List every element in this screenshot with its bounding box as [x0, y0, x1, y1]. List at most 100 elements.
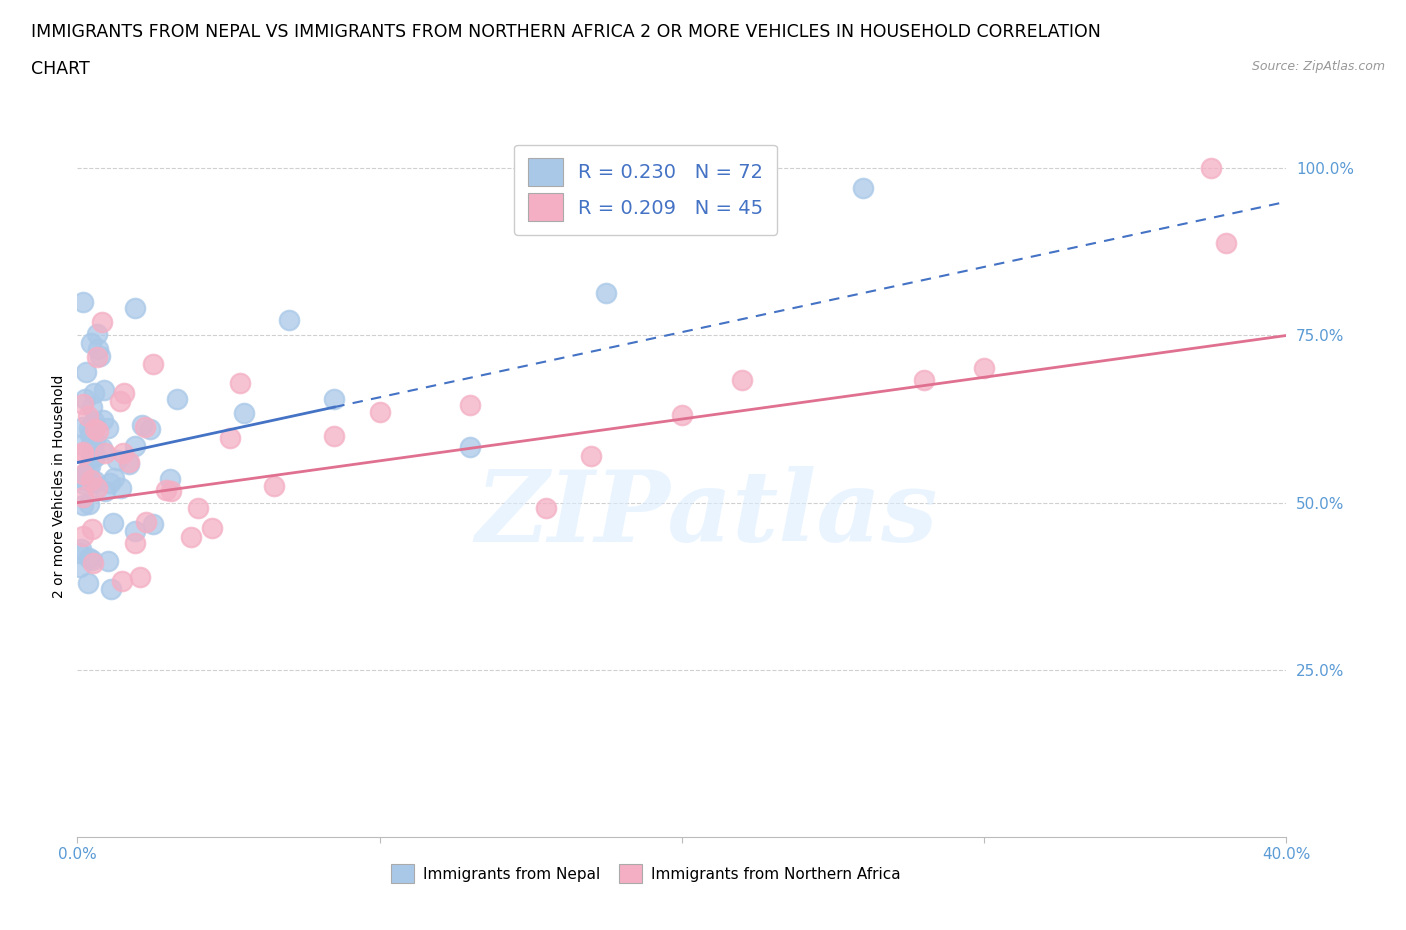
Point	[731, 373, 754, 388]
Y-axis label: 2 or more Vehicles in Household: 2 or more Vehicles in Household	[52, 374, 66, 598]
Point	[82, 522, 104, 537]
Point	[134, 514, 156, 529]
Point	[94, 484, 117, 498]
Point	[82, 553, 104, 568]
Point	[69, 470, 91, 485]
Point	[458, 397, 481, 412]
Point	[72, 445, 94, 459]
Point	[75, 472, 97, 487]
Point	[232, 405, 254, 420]
Point	[139, 421, 162, 436]
Point	[80, 443, 103, 458]
Point	[87, 423, 110, 438]
Point	[103, 471, 125, 485]
Point	[101, 516, 124, 531]
Point	[72, 397, 94, 412]
Point	[124, 524, 146, 538]
Point	[912, 373, 935, 388]
Point	[72, 467, 94, 482]
Point	[79, 428, 101, 443]
Text: IMMIGRANTS FROM NEPAL VS IMMIGRANTS FROM NORTHERN AFRICA 2 OR MORE VEHICLES IN H: IMMIGRANTS FROM NEPAL VS IMMIGRANTS FROM…	[31, 23, 1101, 41]
Point	[187, 500, 209, 515]
Point	[124, 300, 146, 315]
Point	[77, 551, 100, 565]
Text: ZIPatlas: ZIPatlas	[475, 466, 938, 563]
Point	[75, 467, 97, 482]
Point	[142, 356, 165, 371]
Point	[69, 546, 91, 561]
Point	[86, 326, 108, 341]
Point	[86, 480, 108, 495]
Point	[111, 574, 134, 589]
Point	[100, 581, 122, 596]
Point	[98, 476, 121, 491]
Point	[84, 434, 107, 449]
Point	[77, 497, 100, 512]
Point	[105, 452, 128, 467]
Point	[278, 313, 301, 328]
Point	[77, 420, 100, 435]
Point	[77, 408, 100, 423]
Point	[160, 484, 183, 498]
Point	[90, 314, 112, 329]
Point	[80, 472, 103, 487]
Text: Source: ZipAtlas.com: Source: ZipAtlas.com	[1251, 60, 1385, 73]
Point	[671, 407, 693, 422]
Point	[131, 417, 153, 432]
Point	[180, 530, 202, 545]
Point	[323, 392, 346, 407]
Point	[83, 422, 105, 437]
Point	[84, 449, 107, 464]
Point	[79, 336, 101, 351]
Point	[79, 458, 101, 473]
Point	[142, 516, 165, 531]
Point	[80, 448, 103, 463]
Point	[90, 441, 112, 456]
Point	[219, 431, 242, 445]
Point	[368, 404, 391, 418]
Point	[118, 457, 141, 472]
Point	[97, 420, 120, 435]
Point	[70, 437, 93, 452]
Point	[86, 350, 108, 365]
Point	[82, 418, 104, 432]
Point	[69, 560, 91, 575]
Point	[124, 439, 146, 454]
Point	[77, 576, 100, 591]
Point	[89, 349, 111, 364]
Point	[166, 392, 188, 406]
Point	[534, 500, 557, 515]
Point	[72, 489, 94, 504]
Legend: Immigrants from Nepal, Immigrants from Northern Africa: Immigrants from Nepal, Immigrants from N…	[385, 858, 907, 889]
Point	[82, 555, 104, 570]
Point	[72, 498, 94, 512]
Point	[108, 394, 131, 409]
Point	[155, 483, 177, 498]
Point	[159, 472, 181, 486]
Point	[973, 361, 995, 376]
Point	[134, 419, 156, 434]
Point	[72, 447, 94, 462]
Point	[118, 455, 141, 470]
Point	[72, 419, 94, 434]
Point	[581, 448, 603, 463]
Point	[110, 480, 132, 495]
Point	[93, 383, 115, 398]
Point	[83, 413, 105, 428]
Point	[84, 473, 107, 488]
Point	[80, 400, 103, 415]
Point	[91, 412, 114, 427]
Text: CHART: CHART	[31, 60, 90, 78]
Point	[111, 445, 134, 460]
Point	[69, 541, 91, 556]
Point	[128, 569, 150, 584]
Point	[263, 479, 285, 494]
Point	[852, 181, 875, 196]
Point	[229, 376, 252, 391]
Point	[124, 536, 146, 551]
Point	[112, 386, 135, 401]
Point	[72, 295, 94, 310]
Point	[87, 342, 110, 357]
Point	[323, 429, 346, 444]
Point	[73, 476, 96, 491]
